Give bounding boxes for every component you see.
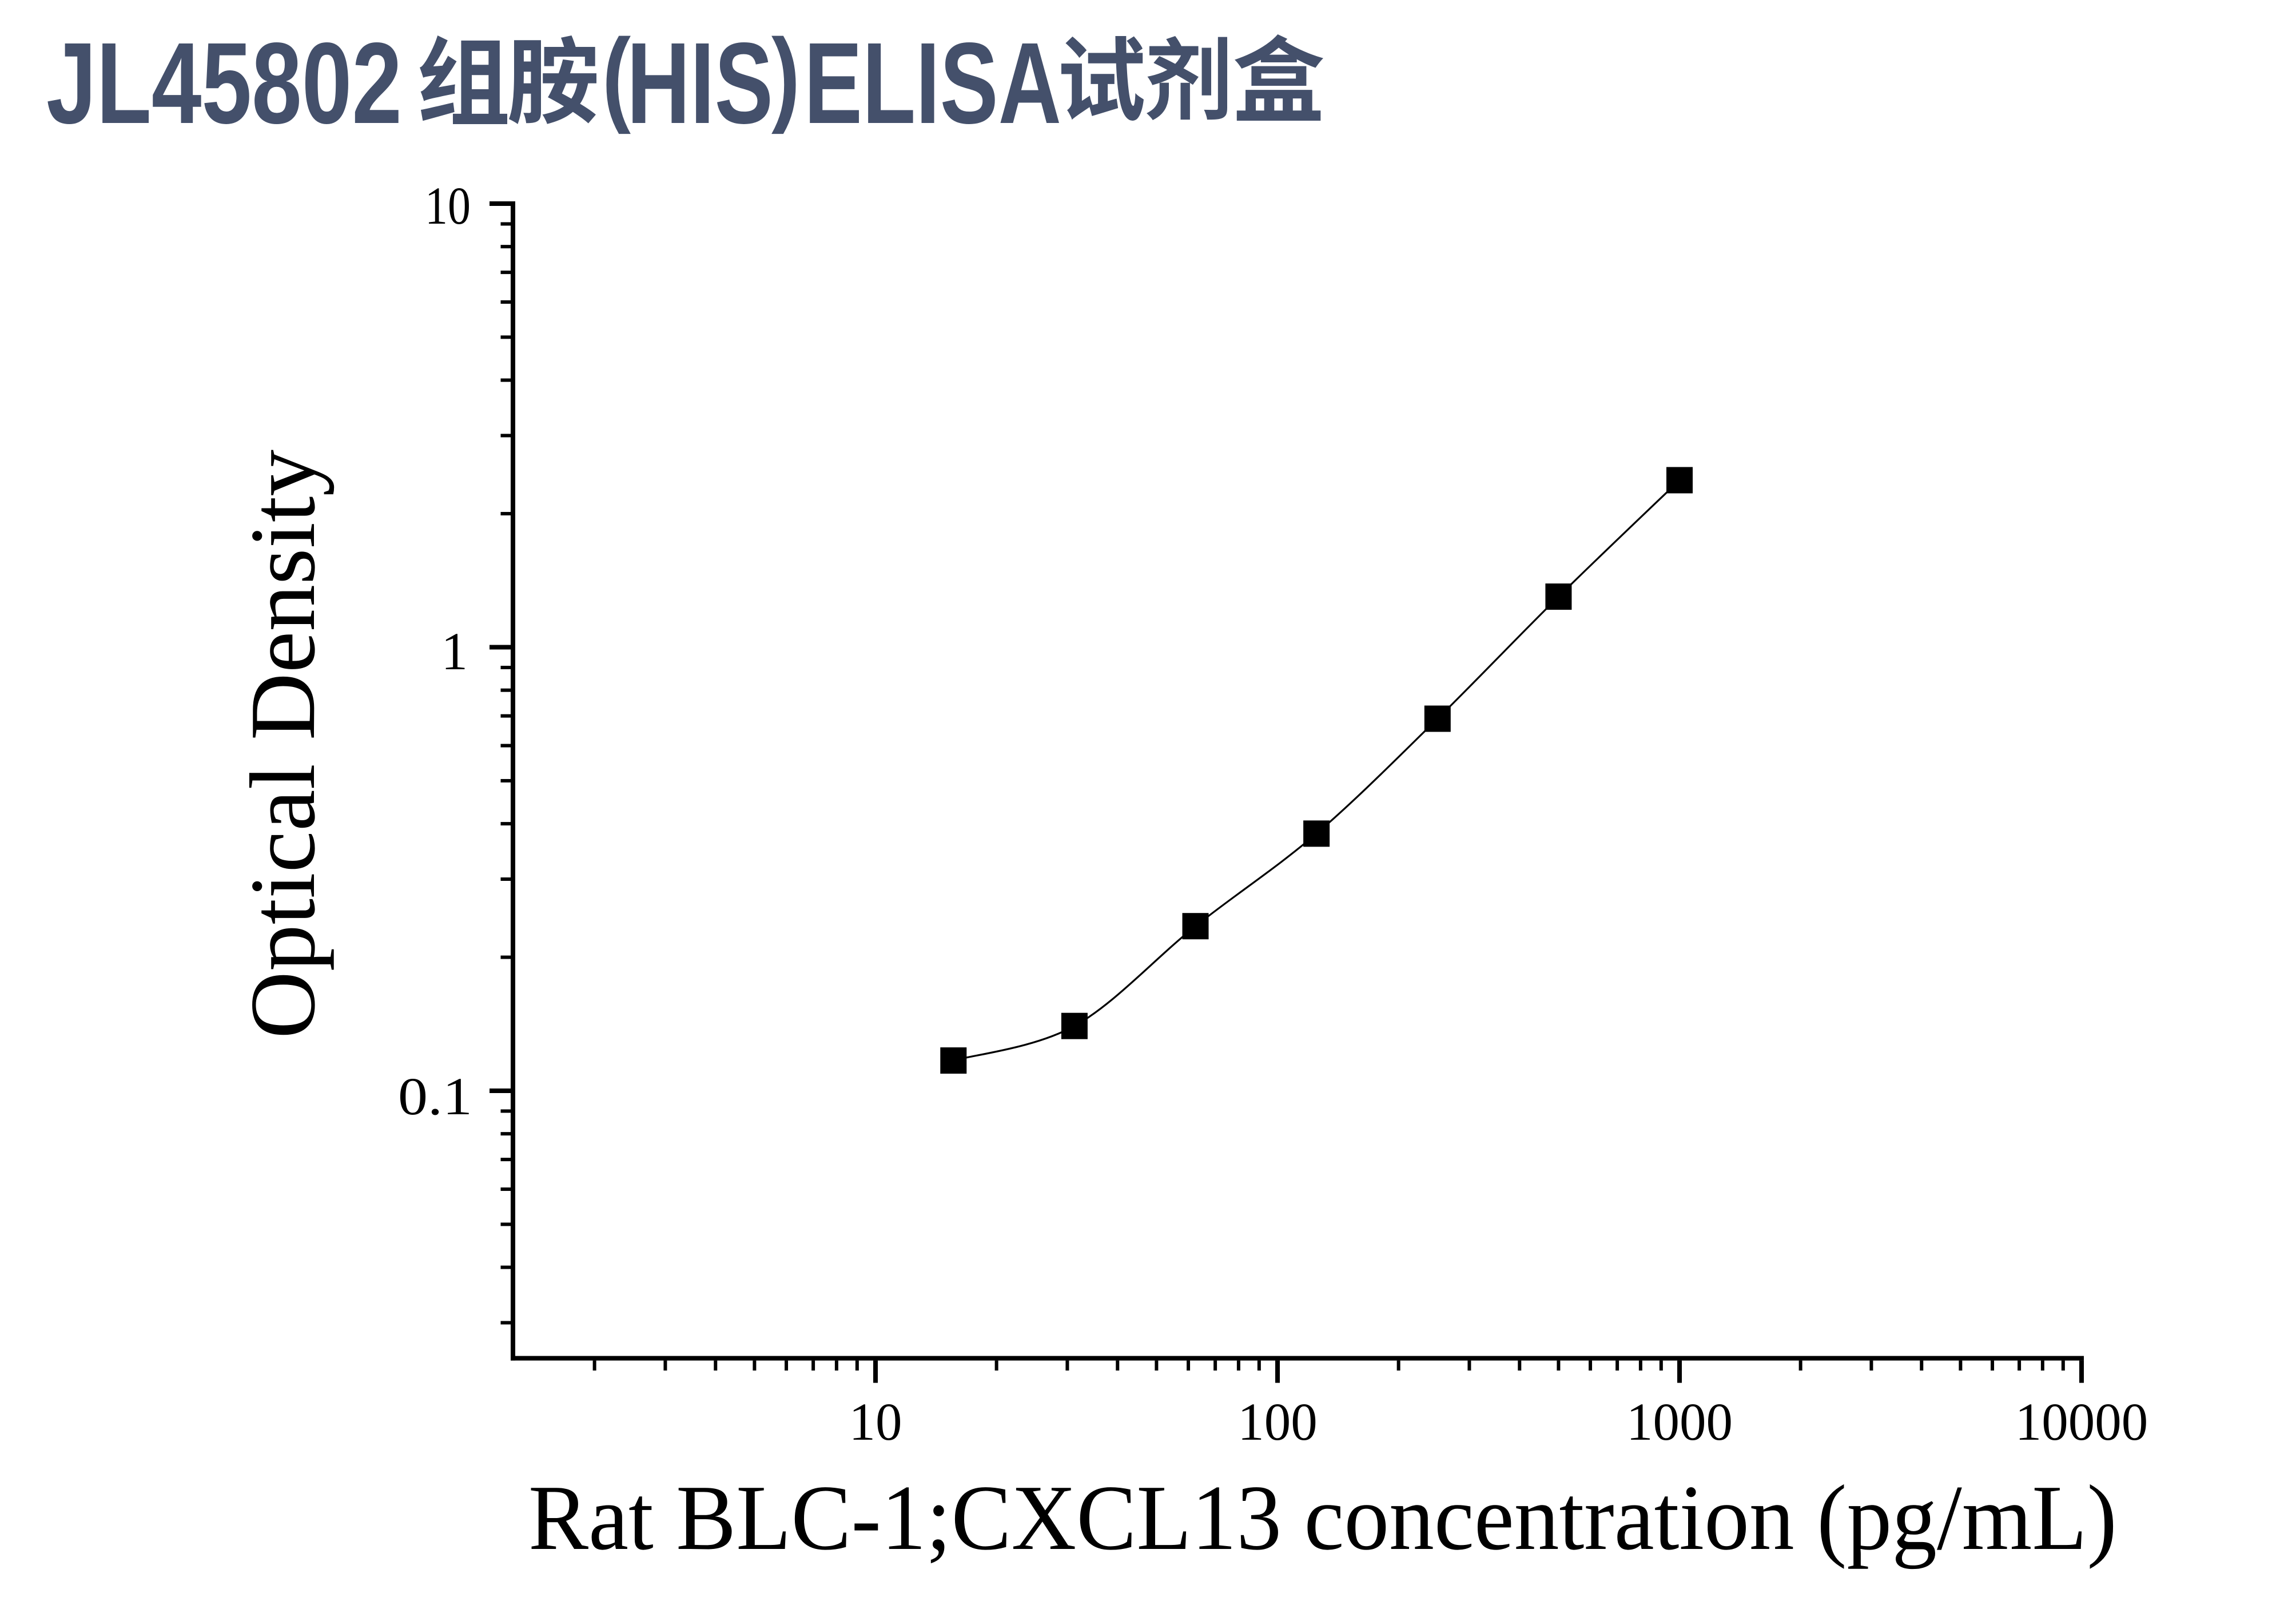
- svg-text:1000: 1000: [1626, 1393, 1733, 1452]
- svg-text:10: 10: [425, 177, 471, 236]
- svg-text:Optical Density: Optical Density: [232, 450, 335, 1039]
- svg-text:): ): [771, 17, 800, 134]
- svg-text:(: (: [602, 17, 631, 134]
- svg-text:0.1: 0.1: [398, 1067, 472, 1126]
- svg-text:10000: 10000: [2015, 1393, 2148, 1452]
- svg-text:ELISA: ELISA: [804, 18, 1061, 148]
- svg-text:10: 10: [849, 1393, 902, 1452]
- svg-text:100: 100: [1237, 1393, 1318, 1452]
- svg-text:HIS: HIS: [627, 18, 773, 148]
- svg-text:JL45802: JL45802: [46, 18, 402, 148]
- svg-text:1: 1: [441, 622, 468, 681]
- svg-text:Rat BLC-1;CXCL13 concentration: Rat BLC-1;CXCL13 concentration (pg/mL): [528, 1467, 2117, 1570]
